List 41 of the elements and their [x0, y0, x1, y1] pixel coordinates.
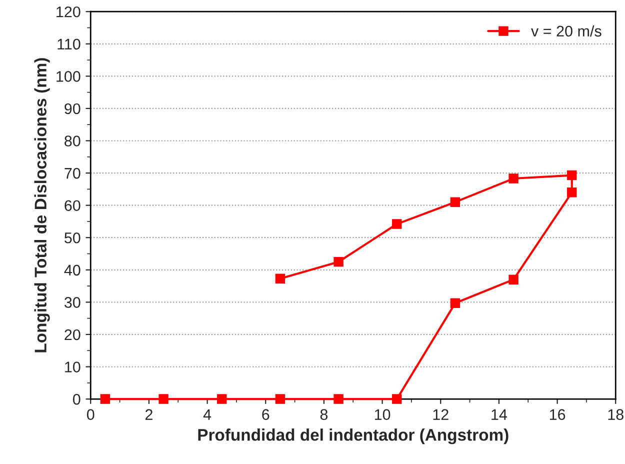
x-tick-label: 2: [145, 409, 152, 420]
point: [450, 197, 460, 207]
x-axis-title: Profundidad del indentador (Angstrom): [198, 428, 508, 444]
y-axis-title: Longitud Total de Dislocaciones (nm): [34, 58, 50, 352]
point: [158, 394, 168, 404]
y-tick-label: 20: [64, 329, 80, 340]
point: [392, 394, 402, 404]
x-tick-label: 12: [433, 409, 448, 420]
point: [100, 394, 110, 404]
point: [508, 274, 518, 284]
legend-label: v = 20 m/s: [531, 25, 602, 37]
y-tick-label: 110: [58, 38, 80, 50]
y-tick-label: 120: [56, 6, 80, 18]
y-tick-label: 100: [56, 71, 80, 82]
x-tick-label: 8: [320, 409, 328, 420]
x-tick-label: 14: [492, 409, 508, 420]
x-tick-label: 10: [374, 409, 390, 420]
x-tick-label: 16: [550, 409, 566, 420]
y-tick-label: 10: [65, 362, 80, 372]
point: [334, 394, 344, 404]
point: [217, 394, 227, 404]
y-tick-label: 60: [64, 200, 80, 212]
point: [508, 174, 518, 184]
y-tick-label: 0: [73, 394, 80, 405]
y-tick-label: 80: [64, 136, 80, 146]
x-tick-label: 18: [608, 409, 624, 420]
y-tick-label: 90: [64, 103, 80, 114]
point: [275, 274, 286, 284]
point: [450, 298, 460, 308]
x-tick-label: 6: [262, 409, 270, 420]
y-tick-label: 50: [64, 232, 80, 244]
point: [275, 394, 286, 404]
point: [567, 188, 577, 198]
y-tick-label: 40: [64, 264, 80, 276]
point: [334, 256, 344, 267]
point: [567, 170, 577, 180]
y-tick-label: 70: [64, 168, 80, 179]
x-tick-label: 4: [203, 409, 212, 420]
y-tick-label: 30: [64, 297, 80, 308]
point: [392, 219, 402, 229]
x-tick-label: 0: [86, 409, 94, 420]
